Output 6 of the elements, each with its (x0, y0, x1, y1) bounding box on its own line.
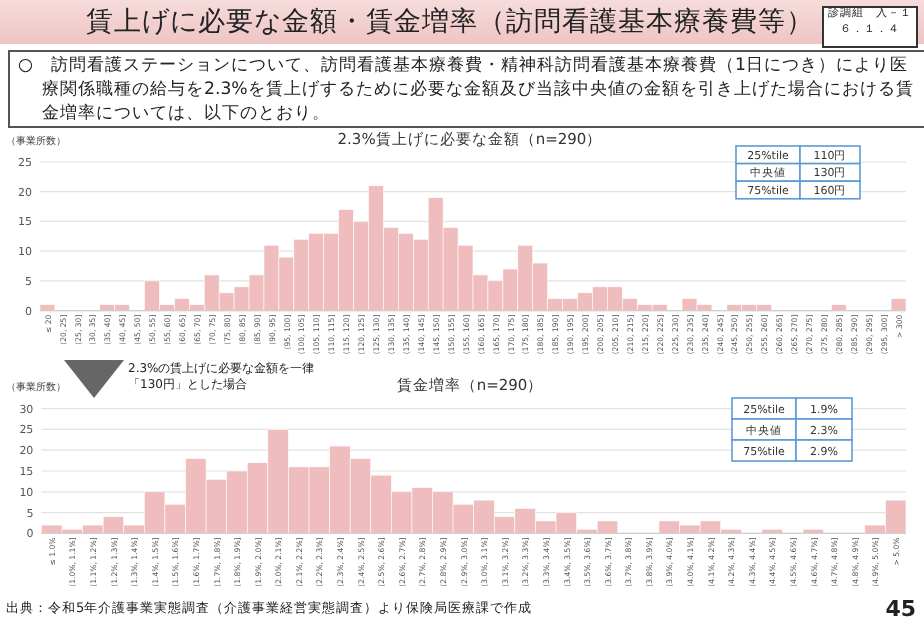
text: 賃上げに必要な金額・賃金増率（訪問看護基本療養費等） (86, 6, 814, 38)
text: ○ 訪問看護ステーションについて、訪問看護基本療養費・精神科訪問看護基本療養費（1日につき）により医療関係職種の給与を2.3%を賃上げするために必要な金額及び当該中央値の金額を引き上げた場合における賃金増率については、以下のとおり。 (8, 50, 924, 128)
text: 45 (883, 596, 916, 622)
bar (831, 304, 847, 311)
bar (39, 304, 56, 311)
bar (890, 298, 907, 311)
